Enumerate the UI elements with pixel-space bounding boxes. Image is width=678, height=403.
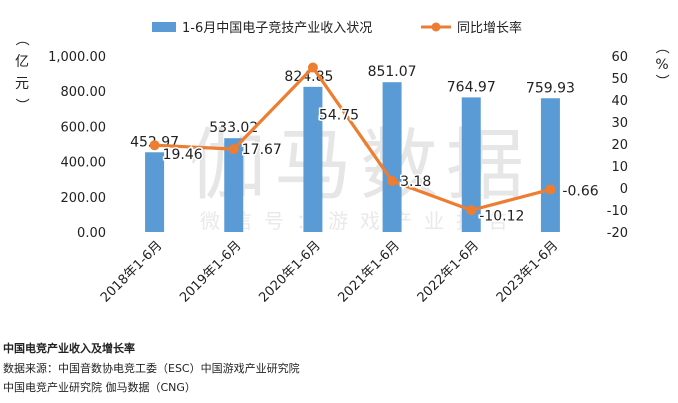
x-tick-label: 2022年1-6月	[415, 238, 482, 305]
bar	[382, 82, 402, 233]
legend-bar-label: 1-6月中国电子竞技产业收入状况	[182, 20, 372, 36]
bar	[540, 98, 560, 232]
bar-value-label: 764.97	[447, 79, 496, 95]
caption-source-1: 数据来源：中国音数协电竞工委（ESC）中国游戏产业研究院	[3, 362, 300, 375]
growth-line	[154, 65, 551, 212]
line-marker	[307, 62, 318, 73]
left-tick-label: 800.00	[61, 85, 107, 100]
line-marker	[228, 144, 239, 155]
legend-line-marker	[431, 22, 441, 32]
left-axis: 0.00 200.00 400.00 600.00 800.00 1,000.00 （ 亿元 ）	[13, 32, 106, 241]
left-axis-label-char: （	[13, 32, 29, 46]
line-value-label: -10.12	[479, 208, 524, 224]
left-axis-label-char: ）	[13, 98, 29, 112]
right-tick-label: 20	[611, 138, 628, 153]
line-value-label: 54.75	[319, 108, 359, 124]
bar-value-label: 533.02	[209, 120, 258, 136]
left-axis-label-char: 亿	[15, 54, 29, 70]
caption-source-2: 中国电竞产业研究院 伽马数据（CNG）	[3, 381, 196, 394]
x-tick-label: 2020年1-6月	[256, 238, 323, 305]
right-tick-label: 30	[611, 116, 628, 131]
right-tick-label: -10	[607, 204, 628, 219]
right-axis-label-char: %	[655, 57, 668, 73]
x-tick-label: 2019年1-6月	[177, 238, 244, 305]
line-value-label: 19.46	[163, 147, 203, 163]
x-tick-label: 2018年1-6月	[98, 238, 165, 305]
right-tick-label: 50	[611, 72, 628, 87]
right-tick-label: 60	[611, 50, 628, 65]
legend-bar-swatch	[152, 22, 176, 32]
x-axis-labels: 2018年1-6月 2019年1-6月 2020年1-6月 2021年1-6月 2022…	[98, 238, 561, 305]
right-axis-label-char: ）	[653, 74, 669, 88]
right-axis-label-char: （	[653, 40, 669, 54]
right-axis: 60 50 40 30 20 10 0 -10 -20 （%）	[607, 40, 669, 241]
line-marker	[545, 184, 556, 195]
bar	[461, 97, 481, 232]
bar	[145, 152, 165, 232]
x-tick-label: 2021年1-6月	[336, 238, 403, 305]
watermark-sub: 微信号：游戏产业报告	[200, 209, 520, 233]
line-marker	[149, 140, 160, 151]
legend: 1-6月中国电子竞技产业收入状况 同比增长率	[152, 20, 522, 36]
left-axis-label-char: 元	[15, 76, 29, 92]
left-tick-label: 200.00	[61, 191, 107, 206]
left-tick-label: 1,000.00	[48, 50, 106, 65]
line-series: 19.46 17.67 54.75 3.18 -10.12 -0.66	[149, 62, 600, 226]
bar	[224, 138, 244, 232]
x-tick-label: 2023年1-6月	[494, 238, 561, 305]
left-tick-label: 400.00	[61, 156, 107, 171]
legend-line-label: 同比增长率	[457, 20, 522, 36]
line-value-label: 17.67	[242, 142, 282, 158]
right-tick-label: 10	[611, 160, 628, 175]
right-tick-label: 40	[611, 94, 628, 109]
left-tick-label: 600.00	[61, 120, 107, 135]
left-tick-label: 0.00	[77, 226, 106, 241]
caption-title: 中国电竞产业收入及增长率	[3, 342, 135, 355]
bar-value-label: 759.93	[526, 80, 575, 96]
bar-value-label: 851.07	[368, 64, 417, 80]
right-tick-label: -20	[607, 226, 628, 241]
line-value-label: 3.18	[400, 174, 431, 190]
line-marker	[466, 205, 477, 216]
right-tick-label: 0	[620, 182, 628, 197]
bar	[303, 86, 323, 232]
line-value-label: -0.66	[562, 183, 598, 199]
line-marker	[387, 176, 398, 187]
